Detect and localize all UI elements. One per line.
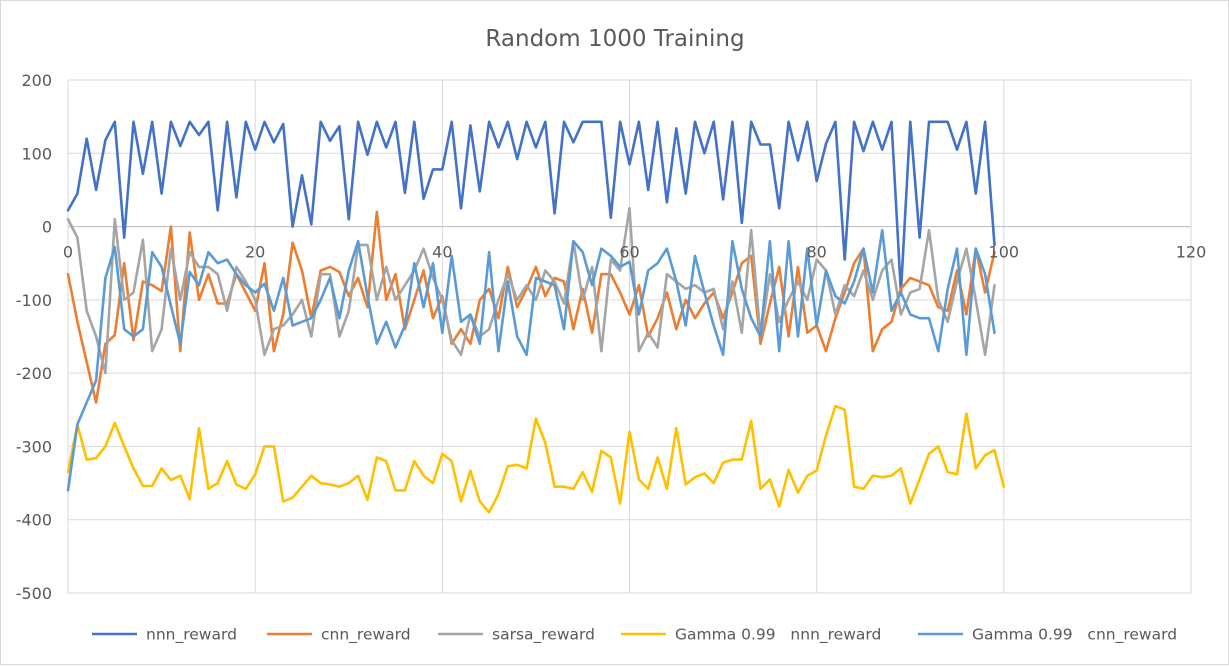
x-tick-label: 120 xyxy=(1176,243,1207,262)
series-line-5 xyxy=(66,228,996,492)
legend-label: Gamma 0.99 cnn_reward xyxy=(972,626,1177,645)
x-tick-label: 0 xyxy=(63,243,73,262)
y-tick-label: -400 xyxy=(16,511,52,530)
legend-label: nnn_reward xyxy=(146,626,237,645)
x-tick-label: 20 xyxy=(245,243,265,262)
grid xyxy=(67,79,1192,594)
series-line-1 xyxy=(66,120,996,294)
series-line-4 xyxy=(66,404,1006,514)
legend-label: cnn_reward xyxy=(321,626,411,645)
y-tick-label: 100 xyxy=(21,144,52,163)
y-tick-label: 200 xyxy=(21,71,52,90)
y-tick-label: -100 xyxy=(16,291,52,310)
y-tick-label: -200 xyxy=(16,364,52,383)
series-line-2 xyxy=(66,210,996,404)
tick-labels: -500 -400 -300 -200 -100 0 100 200 0 20 40 60 80 100 1… xyxy=(16,71,1207,603)
x-tick-label: 100 xyxy=(989,243,1020,262)
chart-title: Random 1000 Training xyxy=(485,26,744,52)
x-tick-label: 40 xyxy=(432,243,452,262)
y-tick-label: 0 xyxy=(42,218,52,237)
legend-label: sarsa_reward xyxy=(492,626,595,645)
y-tick-label: -300 xyxy=(16,437,52,456)
y-tick-label: -500 xyxy=(16,584,52,603)
legend: nnn_reward cnn_reward sarsa_reward Gamma 0.… xyxy=(92,626,1177,645)
x-tick-label: 80 xyxy=(806,243,826,262)
series-lines xyxy=(66,120,1006,514)
x-tick-label: 60 xyxy=(619,243,639,262)
legend-label: Gamma 0.99 nnn_reward xyxy=(675,626,881,645)
series-line-3 xyxy=(66,207,996,375)
